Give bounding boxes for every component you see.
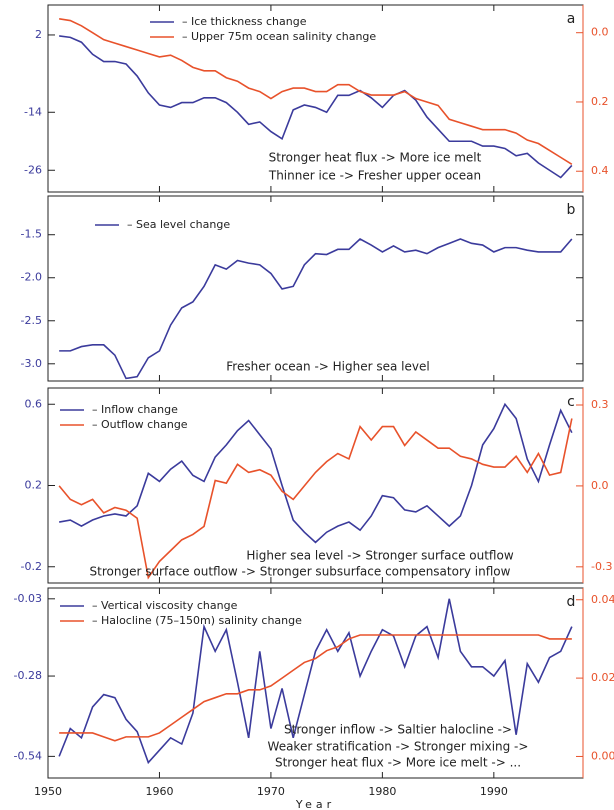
legend-label: – Ice thickness change xyxy=(182,15,307,28)
annotation: Stronger inflow -> Saltier halocline -> xyxy=(284,723,512,737)
legend-label: – Inflow change xyxy=(92,403,178,416)
y-tick-label: -0.03 xyxy=(14,592,42,605)
y2-tick-label: -0.3 xyxy=(591,560,612,573)
series-line xyxy=(59,35,573,179)
y2-tick-label: 0.3 xyxy=(591,398,609,411)
x-tick-label: 1980 xyxy=(368,785,396,798)
y2-tick-label: 0.2 xyxy=(591,95,609,108)
panel-label: c xyxy=(567,394,575,410)
y-tick-label: -0.28 xyxy=(14,669,42,682)
annotation: Higher sea level -> Stronger surface out… xyxy=(246,549,513,563)
series-line xyxy=(59,402,573,544)
y2-tick-label: 0.0 xyxy=(591,479,609,492)
y-tick-label: 2 xyxy=(35,28,42,41)
series-line xyxy=(58,598,573,765)
panel-label: d xyxy=(567,594,576,610)
y-tick-label: 0.2 xyxy=(25,479,43,492)
annotation: Stronger surface outflow -> Stronger sub… xyxy=(90,565,511,579)
y-tick-label: -2.0 xyxy=(21,271,42,284)
panel-label: a xyxy=(567,11,576,27)
y2-tick-label: 0.00 xyxy=(591,749,614,762)
legend-label: – Halocline (75–150m) salinity change xyxy=(92,614,302,627)
legend-label: – Upper 75m ocean salinity change xyxy=(182,30,376,43)
legend-label: – Outflow change xyxy=(92,418,188,431)
panel-label: b xyxy=(567,202,576,218)
y-tick-label: -3.0 xyxy=(21,357,42,370)
annotation: Stronger heat flux -> More ice melt -> .… xyxy=(275,756,521,770)
x-tick-label: 1950 xyxy=(34,785,62,798)
annotation: Thinner ice -> Fresher upper ocean xyxy=(268,169,481,183)
series-line xyxy=(59,238,573,380)
y2-tick-label: 0.0 xyxy=(591,26,609,39)
y-tick-label: -0.2 xyxy=(21,560,42,573)
series-line xyxy=(58,418,573,580)
series-line xyxy=(59,18,573,165)
y2-tick-label: 0.02 xyxy=(591,671,614,684)
annotation: Stronger heat flux -> More ice melt xyxy=(269,151,482,165)
legend-label: – Sea level change xyxy=(127,218,230,231)
plot-frame xyxy=(47,195,584,382)
legend-label: – Vertical viscosity change xyxy=(92,599,238,612)
y-tick-label: -1.5 xyxy=(21,228,42,241)
annotation: Fresher ocean -> Higher sea level xyxy=(226,360,429,374)
annotation: Weaker stratification -> Stronger mixing… xyxy=(268,740,529,754)
x-tick-label: 1970 xyxy=(257,785,285,798)
y-tick-label: -0.54 xyxy=(14,749,42,762)
y-tick-label: -26 xyxy=(24,163,42,176)
y-tick-label: 0.6 xyxy=(25,397,43,410)
y-tick-label: -2.5 xyxy=(21,314,42,327)
y-tick-label: -14 xyxy=(24,105,42,118)
x-tick-label: 1990 xyxy=(480,785,508,798)
y2-tick-label: 0.04 xyxy=(591,593,614,606)
x-tick-label: 1960 xyxy=(145,785,173,798)
series-line xyxy=(59,634,572,742)
x-axis-label: Year xyxy=(295,798,335,810)
y2-tick-label: 0.4 xyxy=(591,164,609,177)
